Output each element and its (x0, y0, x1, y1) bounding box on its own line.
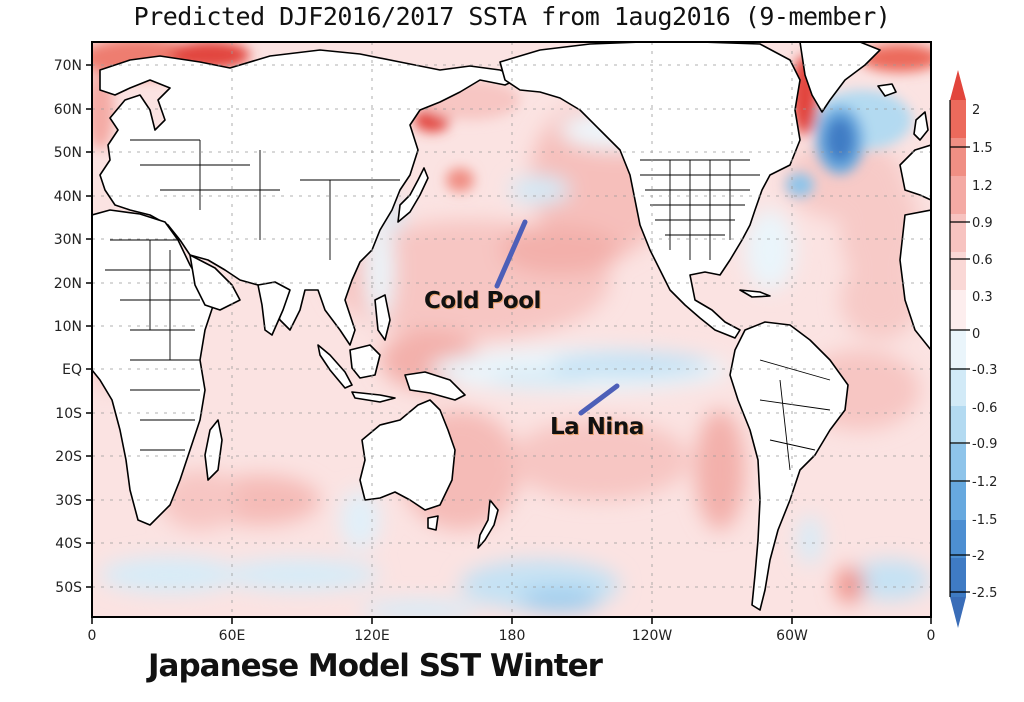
y-tick-label: 10N (54, 319, 82, 335)
iceland (877, 83, 897, 97)
colorbar-label: 1.5 (972, 141, 993, 156)
x-tick-label: 120E (354, 628, 390, 644)
figure-caption: Japanese Model SST Winter (148, 648, 603, 684)
x-tick-label: 120W (632, 628, 673, 644)
la-nina-annotation: La Nina (550, 414, 644, 440)
y-tick-label: 30S (55, 493, 82, 509)
y-tick-label: 50S (55, 580, 82, 596)
java (351, 391, 396, 403)
colorbar-max-arrow (950, 70, 966, 100)
x-tick-label: 60W (776, 628, 808, 644)
y-axis: 70N 60N 50N 40N 30N 20N 10N EQ 10S 20S 3… (54, 58, 92, 596)
colorbar-label: 2 (972, 103, 980, 118)
madagascar (204, 419, 223, 481)
africa-west (899, 209, 931, 351)
south-america (729, 321, 849, 611)
cuba (739, 289, 771, 298)
africa (92, 209, 216, 526)
y-tick-label: EQ (62, 362, 82, 378)
x-tick-label: 0 (927, 628, 936, 644)
y-tick-label: 30N (54, 232, 82, 248)
philippines (374, 294, 391, 341)
colorbar-label: 0 (972, 327, 980, 342)
y-tick-label: 20S (55, 449, 82, 465)
colorbar-label: -0.9 (972, 437, 997, 452)
colorbar-label: 0.3 (972, 290, 993, 305)
cold-pool-pointer (494, 219, 528, 289)
new-zealand (477, 499, 499, 549)
x-tick-label: 0 (88, 628, 97, 644)
colorbar-label: -0.6 (972, 401, 997, 416)
sumatra (317, 344, 353, 389)
australia (359, 399, 456, 511)
y-tick-label: 60N (54, 102, 82, 118)
colorbar-label: -1.2 (972, 475, 997, 490)
borneo (349, 344, 381, 379)
y-tick-label: 10S (55, 406, 82, 422)
country-borders (105, 139, 831, 471)
grid-lines (92, 42, 931, 617)
y-tick-label: 40N (54, 189, 82, 205)
y-tick-label: 40S (55, 536, 82, 552)
arabia (189, 254, 241, 311)
colorbar-label: -2.5 (972, 586, 997, 601)
colorbar-min-arrow (950, 597, 966, 628)
eurasia (99, 49, 521, 346)
y-tick-label: 70N (54, 58, 82, 74)
cold-pool-annotation: Cold Pool (424, 288, 541, 314)
colorbar-label: 0.9 (972, 216, 993, 231)
india (257, 281, 291, 336)
colorbar-label: -2 (972, 549, 985, 564)
europe-west (899, 144, 931, 201)
colorbar: 2 1.5 1.2 0.9 0.6 0.3 0 -0.3 -0.6 -0.9 -… (949, 70, 997, 628)
anomaly-field (92, 42, 931, 617)
y-tick-label: 20N (54, 276, 82, 292)
japan (397, 167, 429, 223)
tasmania (427, 515, 439, 531)
y-tick-label: 50N (54, 145, 82, 161)
colorbar-label: 1.2 (972, 179, 993, 194)
annotation-pointers (494, 219, 620, 416)
x-axis: 0 60E 120E 180 120W 60W 0 (88, 617, 936, 644)
colorbar-label: -1.5 (972, 513, 997, 528)
x-tick-label: 60E (219, 628, 246, 644)
x-tick-label: 180 (499, 628, 526, 644)
chart-title: Predicted DJF2016/2017 SSTA from 1aug201… (133, 2, 891, 31)
british-isles (913, 111, 929, 141)
la-nina-pointer (578, 383, 620, 416)
colorbar-label: 0.6 (972, 253, 993, 268)
colorbar-label: -0.3 (972, 363, 997, 378)
new-guinea (404, 371, 466, 401)
greenland (799, 42, 881, 113)
